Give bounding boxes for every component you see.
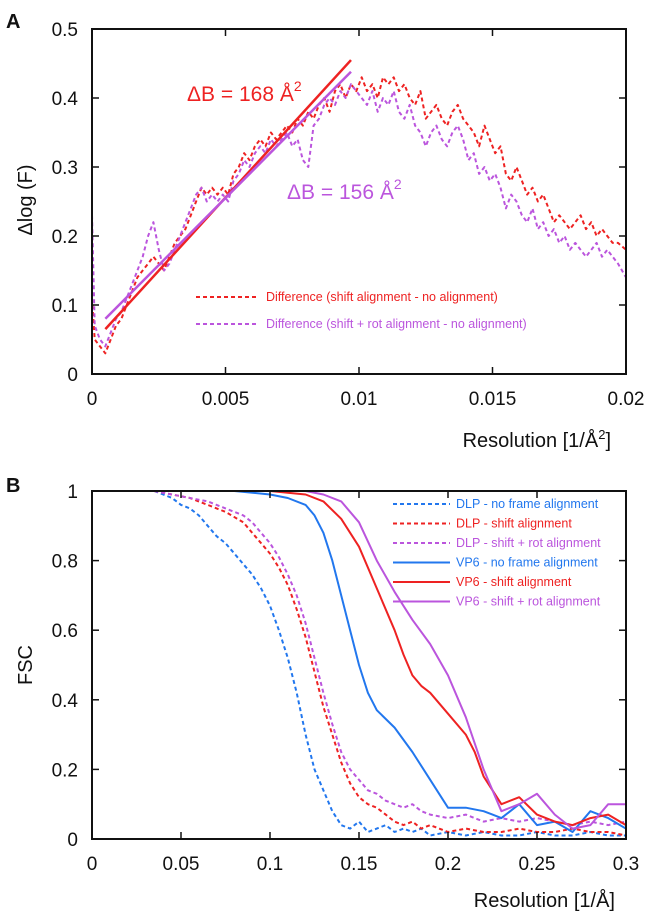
series-line-vp6-shift-alignment [163, 491, 626, 827]
panel-a-x-tick-label: 0.02 [608, 389, 645, 410]
legend-entry-dlp-no-frame-alignment: DLP - no frame alignment [456, 497, 599, 511]
panel-b-y-axis-label: FSC [15, 645, 37, 685]
panel-b-x-tick-label: 0.3 [613, 854, 639, 875]
panel-b-x-tick-label: 0.25 [519, 854, 556, 875]
panel-b: B 0 0.05 0.1 0.15 0.2 0.25 0.3 0 0.2 0.4 0.6 0.8 1 F… [6, 475, 639, 912]
panel-a-letter: A [6, 11, 20, 33]
panel-b-y-tick-label: 0.2 [52, 760, 78, 781]
panel-b-y-tick-label: 0.8 [52, 552, 78, 573]
panel-a-y-tick-label: 0.2 [52, 227, 78, 248]
panel-b-x-tick-label: 0.1 [257, 854, 283, 875]
legend-entry-vp6-shift-rot-alignment: VP6 - shift + rot alignment [456, 595, 601, 609]
panel-a-y-axis-label: Δlog (F) [15, 164, 37, 235]
panel-b-y-tick-label: 1 [67, 482, 78, 503]
series-line-vp6-no-frame-alignment [163, 491, 626, 833]
panel-b-letter: B [6, 475, 20, 497]
legend-entry-vp6-shift-alignment: VP6 - shift alignment [456, 575, 572, 589]
series-line-vp6-shift-rot-alignment [163, 491, 626, 830]
panel-a-y-tick-label: 0.4 [52, 89, 79, 110]
panel-b-y-tick-label: 0.4 [52, 691, 79, 712]
panel-b-y-tick-label: 0 [67, 830, 78, 851]
legend-entry-dlp-shift-rot-alignment: DLP - shift + rot alignment [456, 536, 601, 550]
panel-a-y-tick-label: 0.3 [52, 158, 78, 179]
panel-a-x-tick-label: 0.005 [202, 389, 250, 410]
series-line-dlp-shift-alignment [154, 491, 626, 837]
panel-a-x-tick-label: 0 [87, 389, 98, 410]
legend-entry-vp6-no-frame-alignment: VP6 - no frame alignment [456, 556, 598, 570]
panel-a-fit-annotation-purple: ΔB = 156 Å2 [287, 176, 402, 204]
legend-entry-difference-shift-rot-alignment-no-alignment: Difference (shift + rot alignment - no a… [266, 317, 527, 331]
panel-a-x-axis-label: Resolution [1/Å2] [463, 427, 611, 452]
series-line-difference-shift-rot-alignment-no-alignment [92, 83, 626, 348]
series-line-difference-shift-alignment-no-alignment [92, 76, 626, 355]
fit-line-purple [104, 70, 352, 320]
series-line-dlp-no-frame-alignment [153, 491, 626, 837]
panel-b-x-axis-label: Resolution [1/Å] [474, 889, 615, 912]
panel-a-y-tick-label: 0.1 [52, 296, 78, 317]
series-line-dlp-shift-rot-alignment [154, 491, 626, 827]
panel-a-y-tick-label: 0.5 [52, 20, 78, 41]
panel-b-x-tick-label: 0 [87, 854, 98, 875]
legend-entry-difference-shift-alignment-no-alignment: Difference (shift alignment - no alignme… [266, 290, 498, 304]
panel-b-y-tick-label: 0.6 [52, 621, 78, 642]
panel-a-y-tick-label: 0 [67, 365, 78, 386]
panel-a-x-tick-label: 0.015 [469, 389, 517, 410]
legend-entry-dlp-shift-alignment: DLP - shift alignment [456, 517, 572, 531]
panel-b-x-tick-label: 0.2 [435, 854, 461, 875]
panel-b-x-tick-label: 0.05 [163, 854, 200, 875]
panel-a: A 0 0.005 0.01 0.015 0.02 0 0.1 0.2 0.3 0.4 0.5 Δl… [6, 11, 644, 452]
panel-a-x-tick-label: 0.01 [341, 389, 378, 410]
panel-b-x-tick-label: 0.15 [341, 854, 378, 875]
panel-a-fit-annotation-red: ΔB = 168 Å2 [187, 78, 302, 106]
